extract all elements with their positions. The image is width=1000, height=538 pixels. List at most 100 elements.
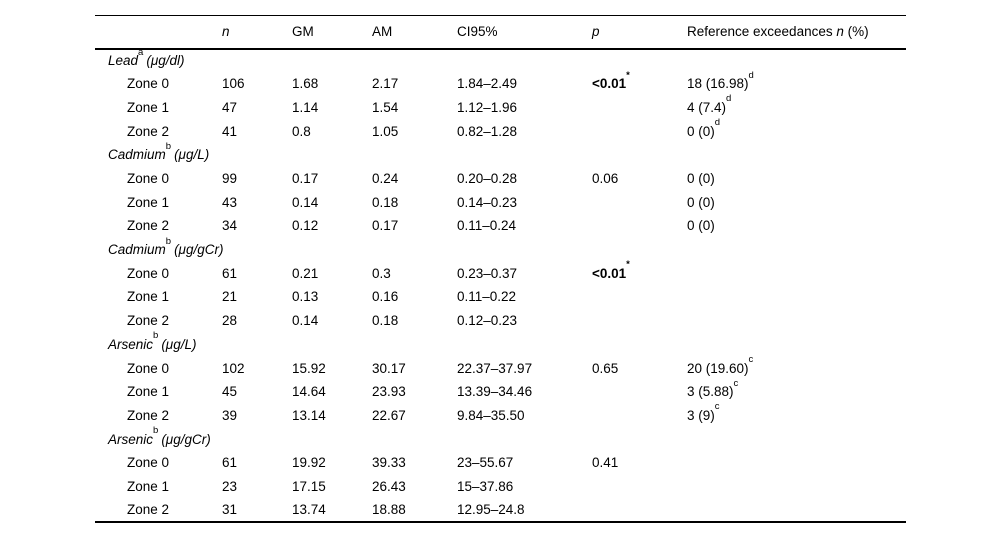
cell-ci95: 1.84–2.49 (457, 76, 518, 92)
section-label: Arsenicb(μg/gCr) (108, 425, 211, 447)
zone-label: Zone 0 (127, 171, 170, 187)
table-row: Zone 2 34 0.12 0.17 0.11–0.24 0 (0) (95, 214, 906, 238)
cell-am: 0.17 (372, 218, 399, 234)
cell-ci95: 22.37–37.97 (457, 360, 533, 376)
cell-ref-exceedance (685, 309, 906, 333)
cell-ref-exceedance: 0 (0) (687, 218, 715, 234)
footnote-mark: b (153, 425, 159, 437)
cell-p (590, 404, 685, 428)
cell-p (590, 191, 685, 215)
cell-gm: 0.12 (292, 218, 319, 234)
cell-am: 0.18 (372, 313, 399, 329)
cell-p: 0.06 (592, 171, 619, 187)
cell-am: 18.88 (372, 502, 406, 518)
zone-label: Zone 1 (127, 194, 170, 210)
cell-p (590, 120, 685, 144)
footnote-mark: b (165, 140, 172, 152)
table-row: Zone 0 106 1.68 2.17 1.84–2.49 <0.01* 18… (95, 69, 906, 96)
table-row: Zone 2 39 13.14 22.67 9.84–35.50 3 (9)c (95, 401, 906, 428)
cell-am: 39.33 (372, 455, 406, 471)
cell-ci95: 13.39–34.46 (457, 384, 533, 400)
footnote-mark: b (165, 235, 172, 247)
cell-n: 43 (222, 194, 238, 210)
cell-gm: 0.14 (292, 194, 319, 210)
zone-label: Zone 0 (127, 76, 170, 92)
cell-ref-exceedance: 3 (5.88)c (687, 377, 739, 400)
section-header-lead-ugdl: Leada(μg/dl) (95, 46, 906, 73)
cell-am: 26.43 (372, 478, 406, 494)
cell-ci95: 0.12–0.23 (457, 313, 518, 329)
zone-label: Zone 1 (127, 289, 170, 305)
zone-label: Zone 0 (127, 265, 170, 281)
cell-ref-exceedance (685, 285, 906, 309)
statistics-table: n GM AM CI95% p Reference exceedances n … (95, 15, 906, 524)
cell-gm: 0.13 (292, 289, 319, 305)
cell-gm: 15.92 (292, 360, 326, 376)
significance-asterisk: * (626, 259, 630, 271)
cell-p: 0.41 (592, 455, 619, 471)
zone-label: Zone 1 (127, 384, 170, 400)
cell-ci95: 0.14–0.23 (457, 194, 518, 210)
cell-gm: 19.92 (292, 455, 326, 471)
table-row: Zone 0 99 0.17 0.24 0.20–0.28 0.06 0 (0) (95, 167, 906, 191)
section-label: Cadmiumb(μg/gCr) (108, 235, 224, 258)
cell-ref-exceedance: 18 (16.98)d (687, 69, 754, 92)
zone-label: Zone 2 (127, 502, 170, 518)
section-label: Arsenicb(μg/L) (108, 330, 197, 352)
section-header-cadmium-uggcr: Cadmiumb(μg/gCr) (95, 235, 906, 262)
cell-am: 0.18 (372, 194, 399, 210)
cell-ci95: 15–37.86 (457, 478, 514, 494)
footnote-mark: b (153, 330, 159, 342)
cell-n: 47 (222, 99, 238, 115)
footnote-mark: d (714, 117, 721, 129)
cell-am: 1.05 (372, 123, 399, 139)
cell-gm: 17.15 (292, 478, 326, 494)
footnote-mark: c (733, 377, 739, 389)
cell-ref-exceedance: 20 (19.60)c (687, 354, 754, 376)
cell-ref-exceedance (685, 499, 906, 523)
column-header-ci95: CI95% (457, 24, 498, 39)
cell-am: 2.17 (372, 76, 399, 92)
section-header-arsenic-ugl: Arsenicb(μg/L) (95, 330, 906, 357)
cell-p: <0.01* (592, 259, 630, 281)
cell-p (590, 96, 685, 120)
cell-ref-exceedance (685, 262, 906, 286)
cell-gm: 0.21 (292, 265, 319, 281)
cell-ci95: 12.95–24.8 (457, 502, 525, 518)
column-header-p: p (592, 24, 600, 39)
cell-n: 41 (222, 123, 238, 139)
cell-am: 0.3 (372, 265, 391, 281)
cell-am: 22.67 (372, 407, 406, 423)
table-row: Zone 1 21 0.13 0.16 0.11–0.22 (95, 285, 906, 309)
section-label: Leada(μg/dl) (108, 46, 185, 69)
cell-n: 99 (222, 171, 238, 187)
footnote-mark: c (714, 401, 720, 413)
cell-am: 0.16 (372, 289, 399, 305)
header-row: n GM AM CI95% p Reference exceedances n … (95, 16, 906, 49)
cell-gm: 13.74 (292, 502, 326, 518)
table-row: Zone 0 61 0.21 0.3 0.23–0.37 <0.01* (95, 259, 906, 286)
cell-ref-exceedance: 4 (7.4)d (687, 93, 732, 115)
column-header-reference-exceedances: Reference exceedances n (%) (687, 24, 869, 39)
column-header-am: AM (372, 24, 393, 39)
cell-ref-exceedance: 0 (0) (687, 171, 715, 187)
cell-gm: 1.68 (292, 76, 319, 92)
zone-label: Zone 1 (127, 99, 170, 115)
section-label: Cadmiumb(μg/L) (108, 140, 210, 163)
table-row: Zone 2 41 0.8 1.05 0.82–1.28 0 (0)d (95, 117, 906, 144)
cell-p (590, 475, 685, 499)
cell-ref-exceedance (685, 451, 906, 475)
cell-gm: 0.14 (292, 313, 319, 329)
cell-n: 31 (222, 502, 238, 518)
cell-n: 61 (222, 265, 238, 281)
cell-gm: 0.17 (292, 171, 319, 187)
cell-ci95: 1.12–1.96 (457, 99, 518, 115)
cell-p (590, 499, 685, 523)
cell-p (590, 285, 685, 309)
cell-ci95: 0.11–0.24 (457, 218, 517, 234)
cell-ci95: 9.84–35.50 (457, 407, 525, 423)
cell-n: 39 (222, 407, 238, 423)
zone-label: Zone 2 (127, 313, 170, 329)
cell-am: 30.17 (372, 360, 406, 376)
